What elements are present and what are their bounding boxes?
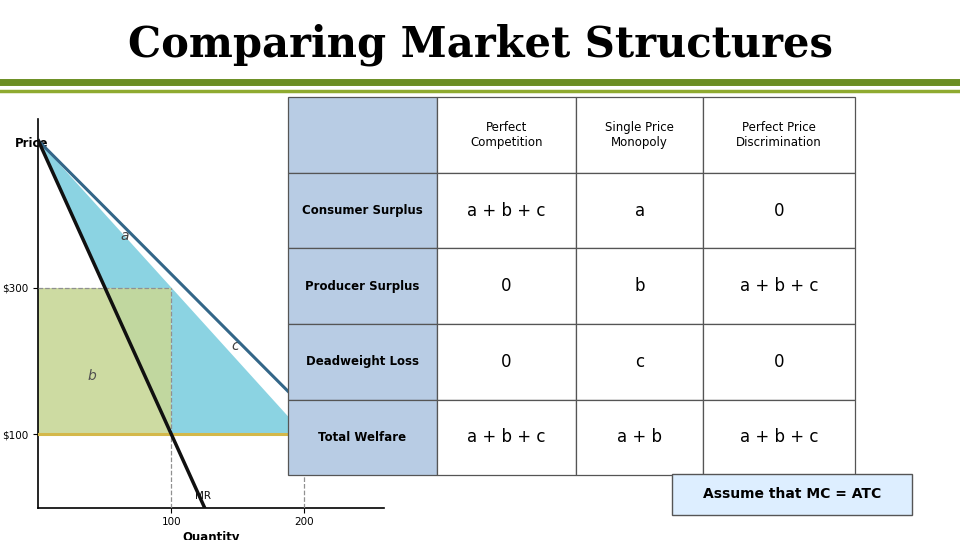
Text: Comparing Market Structures: Comparing Market Structures [128,23,832,66]
Text: D: D [322,432,330,442]
Bar [437,248,576,324]
Bar [576,400,703,475]
Text: 0: 0 [501,277,512,295]
Text: Consumer Surplus: Consumer Surplus [302,204,422,217]
Bar [437,173,576,248]
Text: c: c [636,353,644,371]
Bar [703,248,855,324]
Text: Producer Surplus: Producer Surplus [305,280,420,293]
Bar [703,400,855,475]
Bar [703,97,855,173]
Text: a: a [121,229,129,243]
Bar [437,324,576,400]
Text: MC: MC [367,418,383,428]
Text: Perfect Price
Discrimination: Perfect Price Discrimination [736,121,822,149]
Bar [576,248,703,324]
Text: c: c [231,339,239,353]
Text: a + b + c: a + b + c [740,428,818,447]
Polygon shape [38,287,171,434]
Text: Total Welfare: Total Welfare [319,431,406,444]
Bar [672,474,912,515]
Text: a + b + c: a + b + c [468,428,546,447]
Polygon shape [171,287,304,434]
Bar [437,400,576,475]
Bar [576,97,703,173]
Text: a + b: a + b [617,428,662,447]
Text: 0: 0 [774,201,784,220]
Text: b: b [87,369,96,382]
X-axis label: Quantity: Quantity [182,531,240,540]
Bar [288,248,437,324]
Polygon shape [38,141,171,434]
Bar [288,97,437,173]
Bar [576,324,703,400]
Bar [288,324,437,400]
Text: a: a [635,201,645,220]
Text: Assume that MC = ATC: Assume that MC = ATC [703,487,881,501]
Text: 0: 0 [774,353,784,371]
Text: b: b [635,277,645,295]
Bar [703,173,855,248]
Text: a + b + c: a + b + c [740,277,818,295]
Bar [703,324,855,400]
Bar [288,173,437,248]
Bar [576,173,703,248]
Text: 0: 0 [501,353,512,371]
Bar [437,97,576,173]
Text: Price: Price [14,137,48,150]
Text: MR: MR [195,491,211,501]
Text: Single Price
Monopoly: Single Price Monopoly [605,121,674,149]
Text: a + b + c: a + b + c [468,201,546,220]
Text: Perfect
Competition: Perfect Competition [470,121,542,149]
Text: Deadweight Loss: Deadweight Loss [306,355,419,368]
Bar [288,400,437,475]
